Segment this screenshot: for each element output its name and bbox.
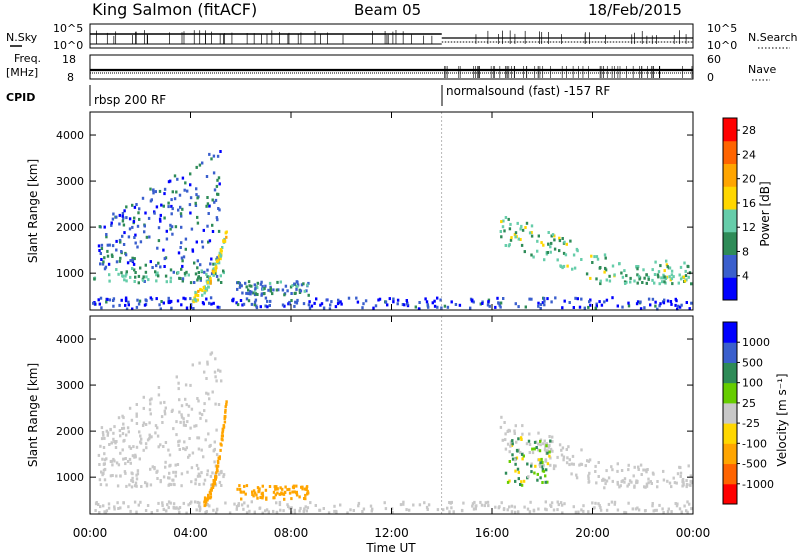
velocity-y-axis: 1000 2000 3000 4000 [56,333,693,484]
colorbar-tick-label: 1000 [742,336,770,349]
y-tick-label: 1000 [56,267,84,280]
power-x-ticks [89,112,694,310]
colorbar-tick-label: 8 [742,245,749,258]
nsky-label: N.Sky [6,31,38,44]
y-tick-label: 4000 [56,333,84,346]
x-tick-label: 00:00 [73,526,108,540]
feature-evening-band [499,415,694,490]
power-colorbar-label: Power [dB] [758,181,772,246]
cpid-label: CPID [6,91,35,104]
nsearch-tick-bottom: 10^0 [707,39,737,52]
freq-panel [89,54,694,80]
freq-unit-label: [MHz] [6,66,38,79]
feature-curved-arc [191,230,228,304]
nsky-tick-bottom: 10^0 [53,39,83,52]
nsearch-tick-top: 10^5 [707,22,737,35]
colorbar-tick-label: 100 [742,377,763,390]
feature-midday-patch [236,280,310,297]
x-tick-label: 04:00 [173,526,208,540]
feature-early-band [98,470,226,489]
power-y-axis: 1000 2000 3000 4000 [56,129,693,280]
power-panel-frame [89,111,694,311]
colorbar-tick-label: -100 [742,437,767,450]
colorbar-tick-label: -500 [742,458,767,471]
date-title: 18/Feb/2015 [588,1,682,19]
cpid-segment-2: normalsound (fast) -157 RF [446,84,610,98]
freq-tick-bottom: 8 [67,71,74,84]
nsky-trace [90,30,693,45]
velocity-colorbar-label: Velocity [m s⁻¹] [775,373,789,466]
nsky-tick-top: 10^5 [53,22,83,35]
colorbar-tick-label: 12 [742,221,756,234]
velocity-x-ticks [89,316,694,514]
power-ylabel: Slant Range [km] [26,159,40,263]
velocity-ylabel: Slant Range [km] [26,363,40,467]
y-tick-label: 1000 [56,471,84,484]
freq-trace [90,66,693,78]
colorbar-tick-label: 24 [742,148,756,161]
beam-title: Beam 05 [354,1,421,19]
feature-ground-noise [94,500,693,515]
freq-label: Freq. [14,52,41,65]
feature-curved-arc [203,400,228,508]
nsearch-label: N.Search [748,31,798,44]
station-title: King Salmon (fitACF) [92,0,257,19]
colorbar-tick-label: -25 [742,417,760,430]
x-tick-label: 12:00 [374,526,409,540]
colorbar-tick-label: -1000 [742,478,774,491]
y-tick-label: 2000 [56,221,84,234]
colorbar-tick-label: 25 [742,397,756,410]
feature-early-band [93,266,225,285]
x-tick-label: 16:00 [475,526,510,540]
y-tick-label: 2000 [56,425,84,438]
feature-evening-green [504,436,552,487]
feature-slanted-streaks [97,150,222,269]
y-tick-label: 3000 [56,175,84,188]
velocity-colorbar: 1000 500 100 25 -25 -100 -500 -1000 [722,321,774,505]
colorbar-tick-label: 4 [742,270,749,283]
y-tick-label: 3000 [56,379,84,392]
nave-tick-bottom: 0 [707,71,714,84]
nave-label: Nave [748,63,776,76]
colorbar-tick-label: 20 [742,173,756,186]
x-tick-label: 08:00 [274,526,309,540]
x-tick-label: 00:00 [676,526,711,540]
velocity-heatmap [94,316,694,515]
power-colorbar: 4 8 12 16 20 24 28 [722,117,756,301]
feature-ground-noise [92,296,693,311]
x-tick-label: 20:00 [575,526,610,540]
freq-tick-top: 18 [62,53,76,66]
time-axis-labels: 00:00 04:00 08:00 12:00 16:00 20:00 00:00 [73,526,711,540]
cpid-segment-1: rbsp 200 RF [94,93,166,107]
nave-tick-top: 60 [707,53,721,66]
feature-slanted-streaks [97,351,223,474]
power-heatmap [92,112,693,311]
nsky-panel [89,23,694,49]
y-tick-label: 4000 [56,129,84,142]
feature-evening-band [499,216,693,286]
colorbar-tick-label: 500 [742,356,763,369]
colorbar-tick-label: 16 [742,197,756,210]
feature-midday-patch [236,484,310,501]
colorbar-tick-label: 28 [742,124,756,137]
time-axis-title: Time UT [365,541,416,554]
